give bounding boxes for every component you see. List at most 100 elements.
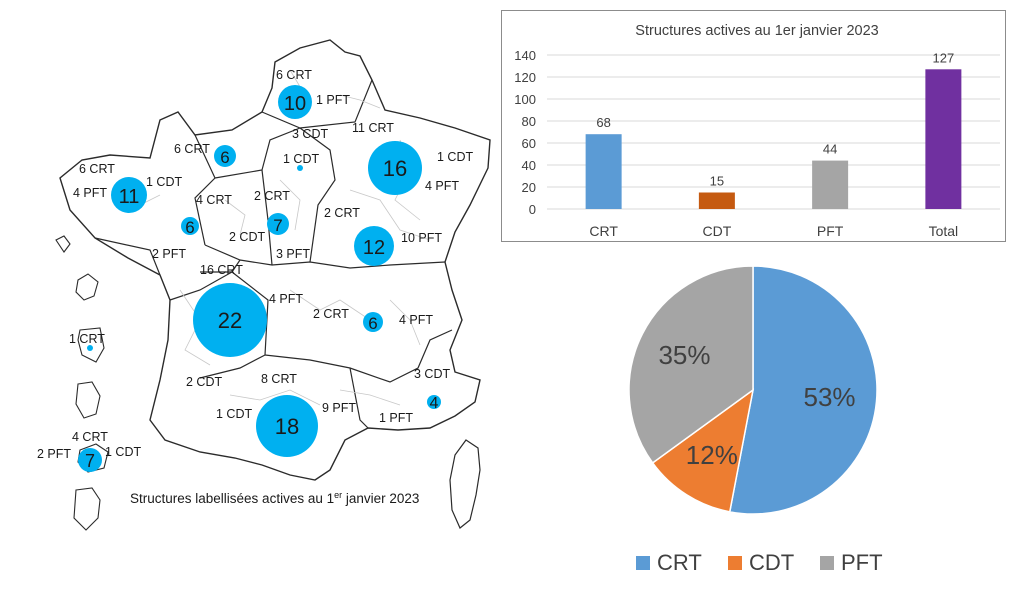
y-tick-label: 120 [514,70,536,85]
y-tick-label: 0 [529,202,536,217]
overseas-territories [55,235,109,531]
bubble-bretagne [111,177,147,213]
map-label: 6 CRT [276,68,312,82]
map-label: 11 CRT [352,121,394,135]
legend-label: CRT [657,550,702,575]
bubble-occitanie [256,395,318,457]
bubble-label: 6 [220,148,229,167]
map-label: 2 CDT [186,375,222,389]
bubble-label: 22 [218,308,242,333]
bar-chart-grid [547,54,1000,210]
bar-chart-bars: 68 15 44 127 [585,50,962,209]
bubble-pays-de-la-loire [181,217,199,235]
legend-label: CDT [749,550,794,575]
bubble-label: 7 [85,451,95,471]
legend-label: PFT [841,550,883,575]
bubble-label: 18 [275,414,299,439]
pie-data-label: 53% [804,382,856,412]
bar-cdt [698,192,735,209]
map-label: 2 CRT [324,206,360,220]
map-label: 3 CDT [292,127,328,141]
pie-chart-labels: 53% 12% 35% [658,340,855,470]
map-label: 1 CDT [105,445,141,459]
map-label: 2 PFT [37,447,71,461]
pie-slice-pft [628,265,754,464]
map-label: 4 CRT [196,193,232,207]
bar-chart-y-axis: 0 20 40 60 80 100 120 140 [514,48,536,217]
legend-swatch-pft [820,556,834,570]
map-label: 2 CDT [229,230,265,244]
x-tick-label: CDT [702,223,731,239]
map-label: 6 CRT [79,162,115,176]
map-label: 2 PFT [152,247,186,261]
map-label: 6 CRT [174,142,210,156]
x-tick-label: Total [929,223,959,239]
bubble-centre-val-de-loire [267,213,289,235]
pie-data-label: 12% [686,440,738,470]
bubble-ile-de-france [297,165,303,171]
bubble-hauts-de-france [278,85,312,119]
bubble-label: 16 [383,156,407,181]
bar-data-label: 68 [596,115,610,130]
pie-chart: 53% 12% 35% CRT CDT PFT [628,265,883,575]
bubble-reunion [78,448,102,472]
legend-swatch-cdt [728,556,742,570]
map-label: 8 CRT [261,372,297,386]
map-label: 1 CDT [216,407,252,421]
bar-chart-x-axis: CRT CDT PFT Total [589,223,958,239]
bar-chart-title: Structures actives au 1er janvier 2023 [635,23,878,39]
map-label: 1 CDT [283,152,319,166]
map-label: 16 CRT [200,263,243,277]
bubble-normandie [214,145,236,167]
map-label: 2 CRT [313,307,349,321]
bubble-label: 12 [363,237,385,259]
bar-data-label: 127 [933,50,955,65]
map-label: 1 PFT [316,93,350,107]
bar-total [925,69,962,209]
bubble-nouvelle-aquitaine [193,283,267,357]
bubble-label: 11 [119,186,140,208]
france-map: 10 6 16 11 6 7 12 22 6 18 4 7 [37,39,491,531]
y-tick-label: 40 [522,158,536,173]
y-tick-label: 140 [514,48,536,63]
map-label: 1 CDT [146,175,182,189]
map-label: 1 PFT [379,411,413,425]
map-caption: Structures labellisées actives au 1er ja… [130,490,419,506]
pie-chart-legend: CRT CDT PFT [636,550,883,575]
pie-chart-slices [628,265,878,515]
map-label: 10 PFT [401,231,442,245]
bar-chart: Structures actives au 1er janvier 2023 0… [514,23,1000,239]
corsica-outline [449,439,481,529]
map-label: 3 PFT [276,247,310,261]
france-map-panel: 10 6 16 11 6 7 12 22 6 18 4 7 [0,0,500,545]
bubble-label: 7 [273,216,282,235]
bubble-label: 4 [430,395,439,412]
bubble-grand-est [368,141,422,195]
pie-data-label: 35% [658,340,710,370]
map-label: 9 PFT [322,401,356,415]
map-label: 2 CRT [254,189,290,203]
map-label: 1 CRT [69,332,105,346]
region-borders [94,79,453,429]
x-tick-label: PFT [817,223,844,239]
y-tick-label: 100 [514,92,536,107]
legend-swatch-crt [636,556,650,570]
bar-data-label: 15 [710,174,724,189]
bar-pft [812,160,849,209]
map-label: 4 PFT [425,179,459,193]
region-bubbles: 10 6 16 11 6 7 12 22 6 18 4 7 [78,85,441,472]
y-tick-label: 80 [522,114,536,129]
map-label: 4 PFT [73,186,107,200]
bar-crt [585,134,622,209]
pie-chart-panel: 53% 12% 35% CRT CDT PFT [600,262,920,590]
bubble-label: 6 [368,314,377,333]
bubble-bourgogne-franche-comte [354,226,394,266]
map-label: 1 CDT [437,150,473,164]
bubble-paca [427,395,441,409]
map-label: 4 PFT [399,313,433,327]
bubble-auvergne-rhone-alpes [363,312,383,332]
y-tick-label: 60 [522,136,536,151]
map-label: 3 CDT [414,367,450,381]
bubble-label: 6 [185,218,194,237]
y-tick-label: 20 [522,180,536,195]
